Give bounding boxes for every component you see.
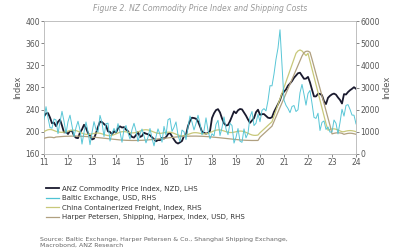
- Y-axis label: Index: Index: [382, 76, 392, 99]
- Text: Source: Baltic Exchange, Harper Petersen & Co., Shanghai Shipping Exchange,
Macr: Source: Baltic Exchange, Harper Petersen…: [40, 237, 288, 248]
- Legend: ANZ Commodity Price Index, NZD, LHS, Baltic Exchange, USD, RHS, China Containeri: ANZ Commodity Price Index, NZD, LHS, Bal…: [44, 183, 247, 223]
- Y-axis label: Index: Index: [14, 76, 22, 99]
- Text: Figure 2. NZ Commodity Price Index and Shipping Costs: Figure 2. NZ Commodity Price Index and S…: [93, 4, 307, 13]
